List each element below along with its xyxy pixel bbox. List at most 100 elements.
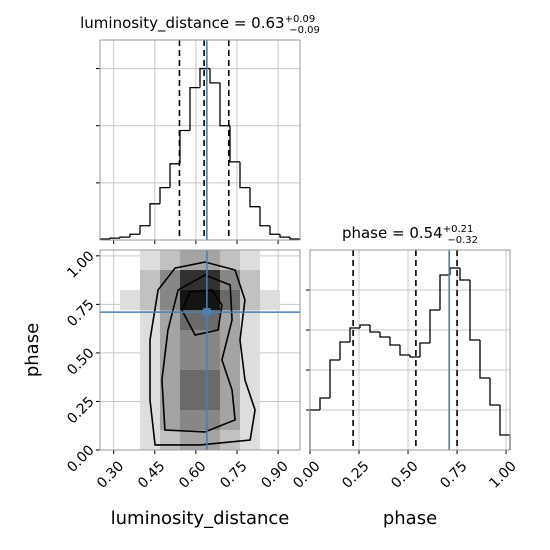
density-cell	[160, 250, 180, 270]
hist-step	[429, 309, 440, 343]
density-cell	[240, 270, 260, 290]
density-cell	[220, 270, 240, 290]
title-minus: −0.32	[447, 235, 478, 246]
density-cell	[240, 350, 260, 370]
hist-step	[379, 332, 390, 338]
hist-step	[139, 225, 150, 235]
panel-title: luminosity_distance = 0.63+0.09 −0.09	[80, 14, 320, 36]
density-cell	[160, 410, 180, 430]
hist-step	[469, 280, 480, 341]
hist-step	[169, 163, 180, 188]
hist-step	[459, 268, 470, 281]
x-axis-label: phase	[383, 508, 437, 529]
hist-step	[309, 409, 320, 450]
density-cell	[200, 430, 220, 450]
hist-step	[339, 341, 350, 360]
hist-step	[449, 267, 460, 275]
x-tick-label: 1.00	[486, 458, 519, 491]
title-minus: −0.09	[289, 25, 320, 36]
density-cell	[180, 430, 200, 450]
y-axis-label: phase	[22, 323, 43, 377]
density-cell	[220, 250, 240, 270]
x-tick-label: 0.30	[94, 458, 127, 491]
density-cell	[200, 250, 220, 270]
y-tick-label: 1.00	[64, 248, 97, 281]
hist-step	[359, 324, 370, 328]
hist-step	[189, 86, 200, 131]
density-cell	[240, 250, 260, 270]
hist-step	[399, 345, 410, 356]
hist-step	[479, 340, 490, 379]
hist-step	[179, 129, 190, 164]
x-axis-label: luminosity_distance	[111, 508, 290, 529]
density-cell	[140, 410, 160, 430]
density-cell	[220, 290, 240, 310]
density-cell	[200, 350, 220, 370]
density-cell	[260, 290, 280, 310]
density-cell	[220, 430, 240, 450]
hist-step	[329, 359, 340, 398]
title-main: luminosity_distance = 0.63	[80, 14, 284, 33]
density-cell	[180, 270, 200, 290]
title-main: phase = 0.54	[342, 224, 443, 242]
density-cell	[200, 370, 220, 390]
truth-point	[202, 308, 211, 317]
density-cell	[160, 330, 180, 350]
density-cell	[180, 250, 200, 270]
x-tick-label: 0.75	[217, 458, 250, 491]
density-cell	[240, 370, 260, 390]
hist-step	[389, 337, 400, 346]
hist-step	[209, 68, 220, 84]
hist-step	[219, 82, 230, 127]
density-cell	[200, 290, 220, 310]
contour	[181, 289, 223, 336]
panel-frame	[309, 249, 511, 451]
density-cell	[160, 270, 180, 290]
density-cell	[240, 310, 260, 330]
density-cell	[220, 410, 240, 430]
hist-step	[319, 397, 330, 410]
density-cell	[140, 430, 160, 450]
title-plus: +0.09	[285, 14, 316, 25]
density-cell	[160, 430, 180, 450]
y-tick-label: 0.25	[64, 394, 97, 427]
hist-step	[439, 274, 450, 310]
x-tick-label: 0.00	[290, 458, 323, 491]
density-cell	[160, 390, 180, 410]
density-cell	[200, 410, 220, 430]
hist-step	[369, 325, 380, 333]
density-cell	[220, 310, 240, 330]
density-cell	[220, 350, 240, 370]
density-cell	[140, 310, 160, 330]
hist-step	[269, 225, 280, 235]
density-cell	[180, 350, 200, 370]
density-cell	[180, 330, 200, 350]
density-cell	[180, 370, 200, 390]
hist-step	[489, 378, 500, 406]
hist-step	[199, 67, 210, 88]
density-cell	[240, 330, 260, 350]
density-cell	[240, 410, 260, 430]
x-tick-label: 0.45	[135, 458, 168, 491]
hist-step	[349, 327, 360, 342]
density-cell	[200, 330, 220, 350]
hist-step	[119, 236, 130, 239]
hist-step	[419, 342, 430, 357]
hist-step	[229, 125, 240, 163]
density-cell	[140, 250, 160, 270]
panel-frame	[99, 39, 301, 241]
density-cell	[120, 290, 140, 310]
density-cell	[160, 370, 180, 390]
density-cell	[140, 270, 160, 290]
density-cell	[180, 410, 200, 430]
hist-step	[109, 237, 120, 240]
hist-step	[249, 187, 260, 208]
panel-frame	[99, 249, 301, 451]
density-cell	[220, 330, 240, 350]
x-tick-label: 0.50	[388, 458, 421, 491]
hist-step	[159, 186, 170, 204]
hist-step	[259, 206, 270, 227]
panel-title: phase = 0.54+0.21 −0.32	[342, 224, 478, 246]
